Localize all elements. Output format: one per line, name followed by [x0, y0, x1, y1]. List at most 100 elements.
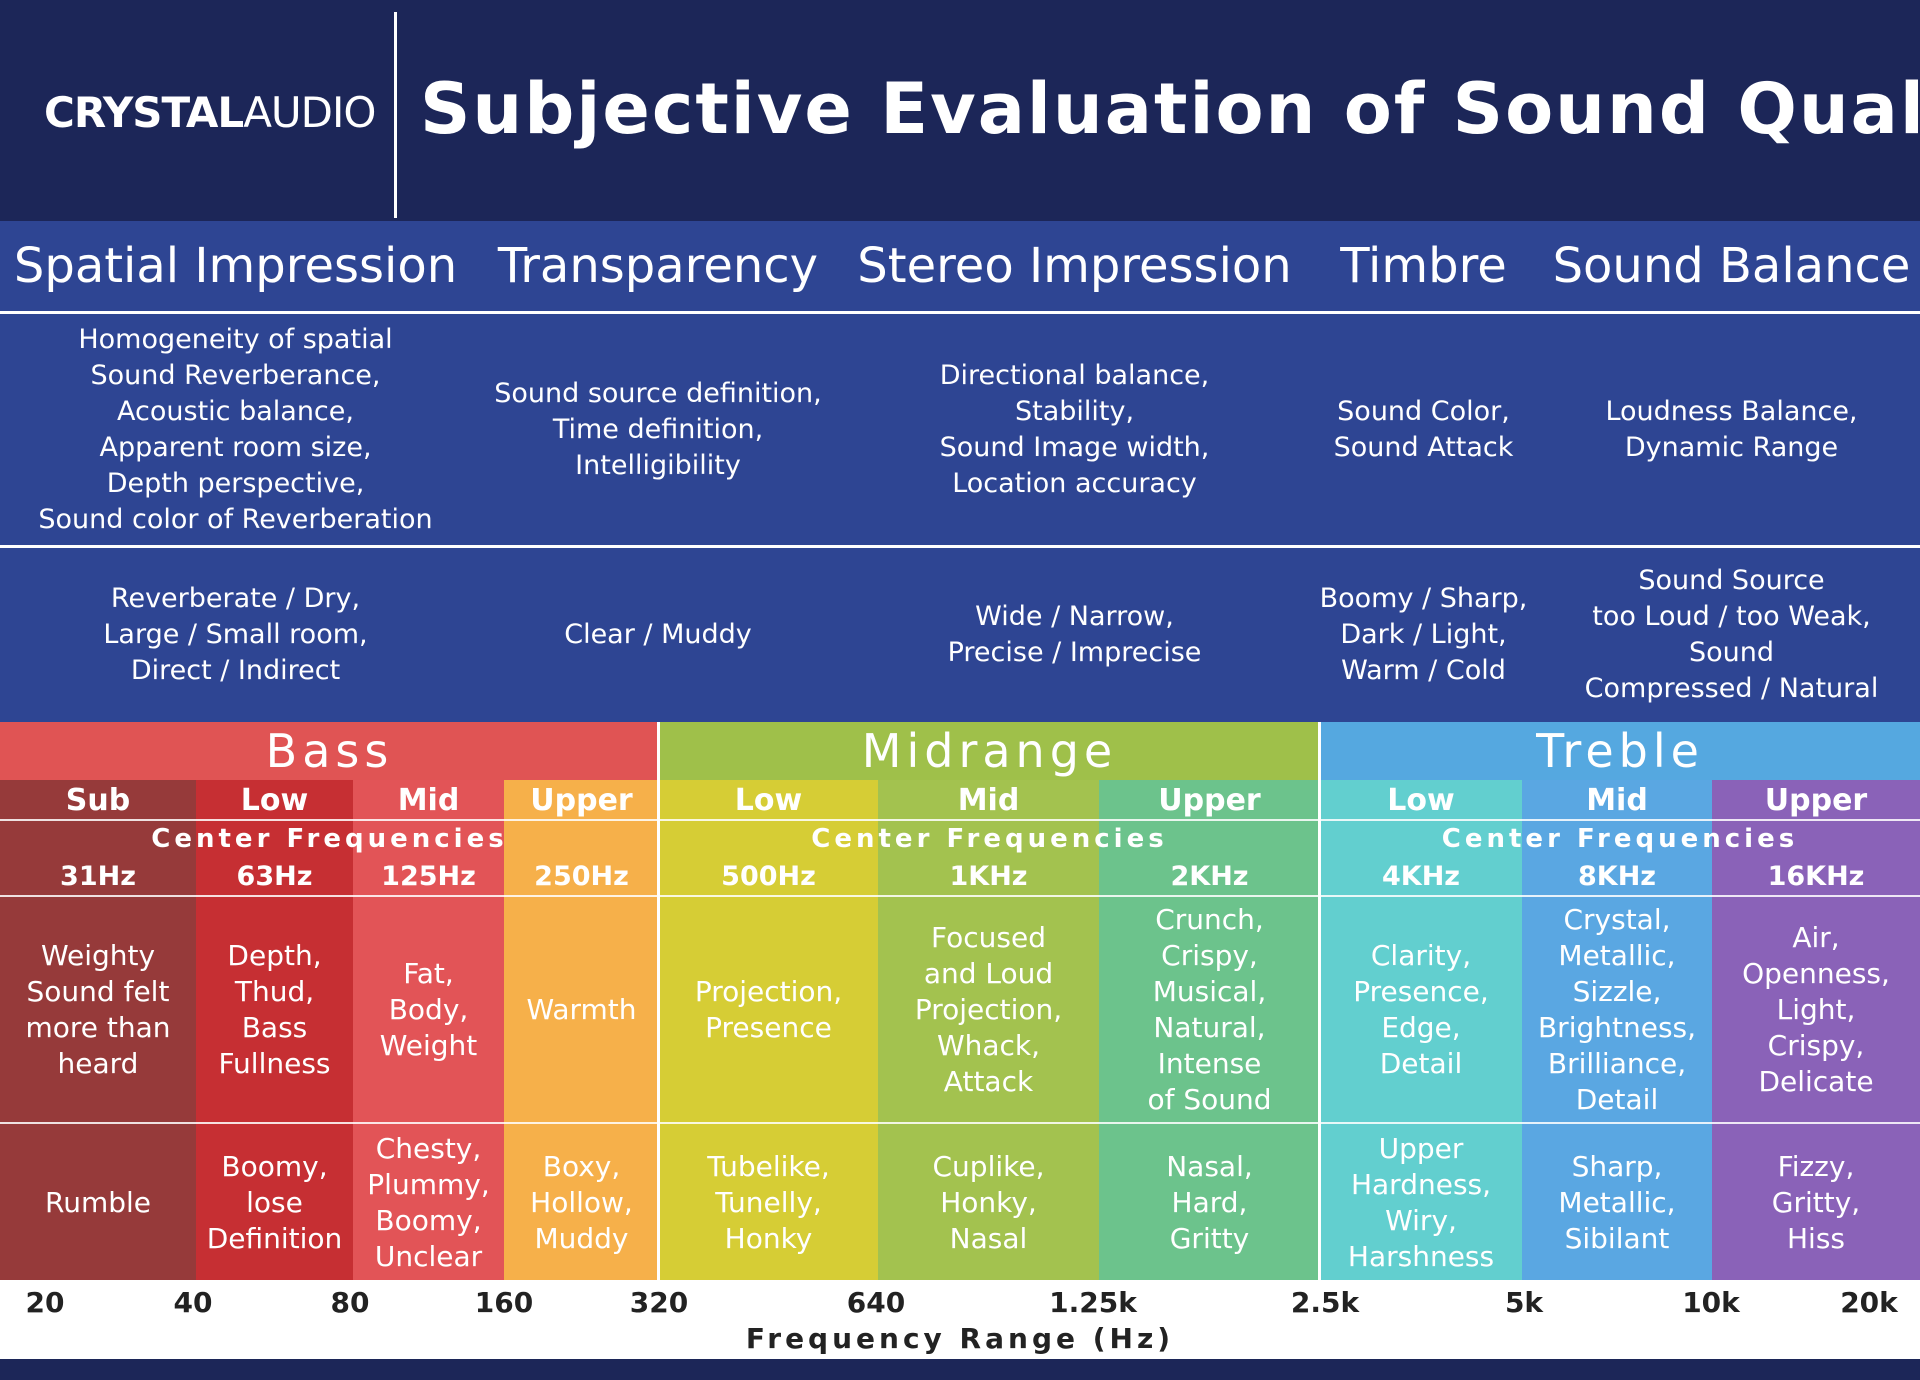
- range-qualities: Depth, Thud, Bass Fullness: [196, 898, 353, 1122]
- text-line: Direct / Indirect: [130, 655, 341, 686]
- text-line: Harshness: [1347, 1239, 1495, 1273]
- text-line: Brightness,: [1537, 1011, 1697, 1044]
- text-line: Warmth: [526, 993, 637, 1026]
- range-column: [0, 780, 196, 1280]
- range-frequency: 250Hz: [534, 861, 629, 892]
- text-line: Directional balance,: [939, 359, 1210, 391]
- range-problems: Boomy, lose Definition: [196, 1125, 353, 1280]
- attribute-criteria: Sound Color, Sound Attack: [1304, 314, 1543, 545]
- text-line: Compressed / Natural: [1584, 673, 1879, 704]
- logo: CRYSTALAUDIO: [44, 88, 376, 137]
- text-line: and Loud: [923, 957, 1054, 990]
- attribute-criteria: Sound source definition, Time definition,…: [471, 314, 845, 545]
- text-line: Depth,: [227, 939, 322, 972]
- text-line: Sibilant: [1564, 1221, 1670, 1255]
- attribute-name: Sound Balance: [1543, 221, 1920, 311]
- range-frequency: 2KHz: [1170, 861, 1249, 892]
- text-line: Sound: [1688, 637, 1775, 668]
- text-line: Presence,: [1353, 975, 1489, 1008]
- footer-strip: [0, 1359, 1920, 1380]
- text-line: Boomy / Sharp,: [1319, 583, 1528, 614]
- text-line: Whack,: [936, 1029, 1041, 1062]
- text-line: Focused: [931, 921, 1046, 954]
- separator: [0, 1122, 1920, 1124]
- range-name: Low: [1387, 782, 1455, 818]
- text-line: Apparent room size,: [99, 431, 372, 463]
- range-column: [659, 780, 878, 1280]
- text-line: Edge,: [1381, 1011, 1461, 1044]
- text-line: Crunch,: [1155, 903, 1264, 936]
- text-line: Upper: [1378, 1131, 1464, 1165]
- text-line: Cuplike,: [932, 1149, 1045, 1183]
- text-line: Thud,: [234, 975, 315, 1008]
- axis-tick-label: 20: [25, 1286, 65, 1319]
- range-frequency: 31Hz: [60, 861, 136, 892]
- range-column: [878, 780, 1099, 1280]
- range-problems: Boxy, Hollow, Muddy: [504, 1125, 659, 1280]
- text-line: Delicate: [1758, 1065, 1874, 1098]
- range-problems: Rumble: [0, 1125, 196, 1280]
- text-line: Plummy,: [367, 1167, 490, 1201]
- range-column: [504, 780, 659, 1280]
- range-frequency: 4KHz: [1381, 861, 1461, 892]
- range-qualities: Crunch, Crispy, Musical, Natural, Intense of …: [1099, 898, 1320, 1122]
- band-name: Treble: [1320, 722, 1920, 780]
- text-line: Muddy: [534, 1221, 629, 1255]
- text-line: Acoustic balance,: [117, 395, 354, 427]
- attribute-title: Sound Balance: [1552, 238, 1911, 294]
- text-line: Sound felt: [26, 975, 170, 1008]
- range-name: Upper: [1158, 782, 1261, 818]
- attribute-name: Timbre: [1304, 221, 1543, 311]
- text-line: Clarity,: [1370, 939, 1472, 972]
- range-frequency: 500Hz: [721, 861, 816, 892]
- text-line: Projection,: [694, 975, 843, 1008]
- text-line: Clear / Muddy: [564, 619, 752, 650]
- axis-tick-label: 640: [846, 1286, 906, 1319]
- text-line: Loudness Balance,: [1605, 395, 1858, 427]
- range-column: [1712, 780, 1920, 1280]
- text-line: Sound Color,: [1337, 395, 1510, 427]
- range-qualities: Focused and Loud Projection, Whack, Attack: [878, 898, 1099, 1122]
- attribute-title: Stereo Impression: [857, 238, 1292, 294]
- text-line: Natural,: [1153, 1011, 1266, 1044]
- text-line: Wide / Narrow,: [975, 601, 1174, 632]
- text-line: Definition: [206, 1221, 343, 1255]
- range-frequency: 63Hz: [236, 861, 313, 892]
- range-qualities: Air, Openness, Light, Crispy, Delicate: [1712, 898, 1920, 1122]
- center-label: Center Frequencies: [1441, 823, 1799, 854]
- range-qualities: Crystal, Metallic, Sizzle, Brightness, Brill…: [1522, 898, 1712, 1122]
- range-frequency: 16KHz: [1767, 861, 1865, 892]
- range-name: Upper: [1764, 782, 1868, 818]
- text-line: Weight: [379, 1029, 478, 1062]
- attribute-criteria: Homogeneity of spatial Sound Reverberance…: [0, 314, 471, 545]
- text-line: Sound Image width,: [939, 431, 1210, 463]
- attribute-descriptors: Reverberate / Dry, Large / Small room, Dir…: [0, 548, 471, 722]
- text-line: Crystal,: [1563, 903, 1671, 936]
- axis-tick-label: 80: [330, 1286, 370, 1319]
- range-name: Sub: [65, 782, 131, 818]
- attribute-name: Spatial Impression: [0, 221, 471, 311]
- text-line: too Loud / too Weak,: [1592, 601, 1871, 632]
- range-frequency: 8KHz: [1577, 861, 1657, 892]
- text-line: Honky: [724, 1221, 813, 1255]
- range-qualities: Weighty Sound felt more than heard: [0, 898, 196, 1122]
- axis-tick-label: 160: [474, 1286, 534, 1319]
- attribute-descriptors: Sound Source too Loud / too Weak, Sound Com…: [1543, 548, 1920, 722]
- text-line: Nasal,: [1166, 1149, 1253, 1183]
- text-line: Sound Reverberance,: [90, 359, 381, 391]
- range-name: Low: [240, 782, 309, 818]
- text-line: Fizzy,: [1777, 1149, 1855, 1183]
- text-line: Air,: [1792, 921, 1840, 954]
- attribute-descriptors: Boomy / Sharp, Dark / Light, Warm / Cold: [1304, 548, 1543, 722]
- axis-tick-label: 320: [629, 1286, 689, 1319]
- text-line: Hollow,: [530, 1185, 633, 1219]
- text-line: Detail: [1575, 1083, 1659, 1116]
- text-line: Metallic,: [1558, 939, 1676, 972]
- text-line: Intelligibility: [575, 449, 741, 481]
- text-line: Attack: [943, 1065, 1034, 1098]
- separator: [0, 895, 1920, 897]
- text-line: heard: [57, 1047, 139, 1080]
- text-line: Metallic,: [1558, 1185, 1676, 1219]
- text-line: Dynamic Range: [1624, 431, 1839, 463]
